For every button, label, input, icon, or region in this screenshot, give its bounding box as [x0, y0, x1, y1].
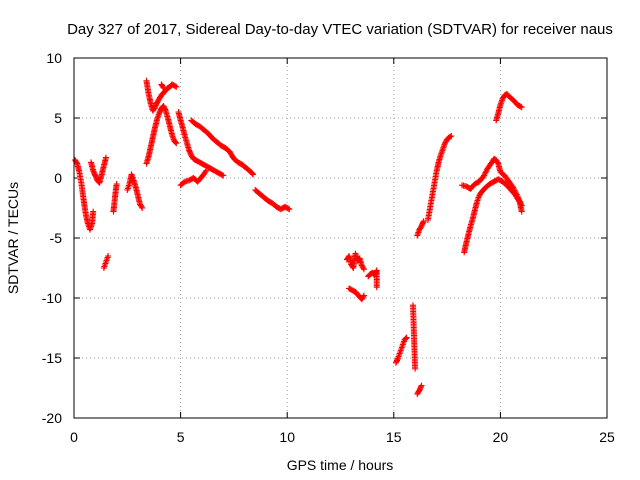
- data-point: [447, 133, 454, 140]
- data-point: [494, 159, 501, 166]
- data-point: [483, 168, 490, 175]
- data-point: [418, 382, 425, 389]
- y-tick-label: 5: [54, 110, 62, 126]
- data-point: [90, 208, 97, 215]
- y-tick-label: -5: [50, 230, 63, 246]
- grid-lines: [74, 58, 607, 418]
- data-point: [360, 265, 367, 271]
- data-point: [373, 284, 380, 291]
- data-point: [515, 197, 522, 204]
- data-point: [482, 169, 489, 176]
- data-point: [202, 169, 209, 175]
- data-point: [173, 83, 180, 90]
- data-point: [360, 293, 367, 300]
- data-point: [360, 266, 367, 273]
- data-point: [448, 133, 455, 139]
- x-tick-label: 20: [493, 429, 509, 445]
- data-point: [219, 172, 226, 178]
- data-point: [360, 292, 367, 299]
- data-point: [102, 154, 109, 161]
- y-tick-labels: -20 -15 -10 -5 0 5 10: [42, 50, 62, 426]
- data-point: [481, 172, 488, 179]
- x-tick-label: 15: [386, 429, 402, 445]
- x-tick-label: 0: [70, 429, 78, 445]
- x-axis-label: GPS time / hours: [287, 457, 394, 473]
- data-point: [138, 203, 145, 210]
- data-point: [420, 218, 427, 225]
- data-point: [412, 365, 419, 372]
- data-point: [173, 140, 180, 147]
- data-point: [113, 181, 120, 187]
- data-point: [480, 173, 487, 180]
- data-point: [159, 83, 166, 90]
- data-point: [160, 85, 167, 91]
- y-tick-label: -20: [42, 410, 62, 426]
- y-tick-label: -10: [42, 290, 62, 306]
- y-tick-label: -15: [42, 350, 62, 366]
- data-point: [249, 170, 256, 177]
- x-tick-labels: 0 5 10 15 20 25: [70, 429, 615, 445]
- data-point: [518, 104, 525, 111]
- data-point: [172, 139, 179, 146]
- data-points: [72, 77, 525, 397]
- y-tick-label: 10: [46, 50, 62, 66]
- data-point: [481, 171, 488, 177]
- data-point: [139, 205, 146, 211]
- data-point: [250, 171, 257, 178]
- data-point: [172, 83, 179, 90]
- y-axis-label: SDTVAR / TECUs: [5, 182, 21, 294]
- data-point: [220, 172, 227, 179]
- chart-title: Day 327 of 2017, Sidereal Day-to-day VTE…: [67, 21, 613, 38]
- plot-frame: [73, 57, 608, 419]
- data-point: [402, 335, 409, 342]
- y-tick-label: 0: [54, 170, 62, 186]
- data-point: [285, 205, 292, 212]
- data-point: [403, 334, 410, 341]
- x-tick-label: 25: [599, 429, 615, 445]
- data-point: [105, 253, 112, 259]
- data-point: [517, 103, 524, 110]
- x-tick-label: 10: [279, 429, 295, 445]
- x-tick-label: 5: [177, 429, 185, 445]
- data-point: [518, 208, 525, 215]
- data-point: [286, 206, 293, 213]
